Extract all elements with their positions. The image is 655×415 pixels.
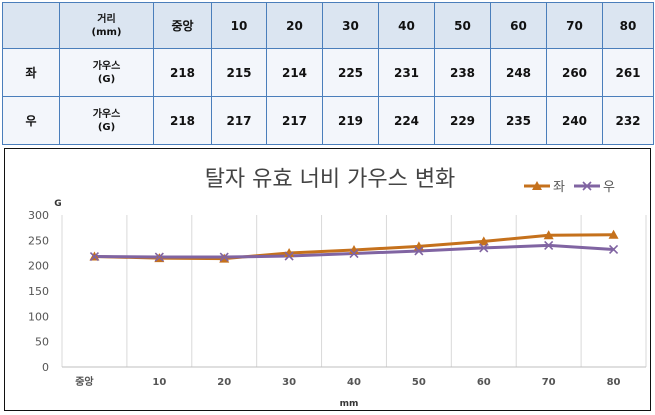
x-tick-label: 20	[217, 377, 231, 388]
y-tick-label: 0	[42, 361, 49, 374]
column-header: 20	[266, 2, 323, 49]
table-cell: 238	[434, 48, 491, 97]
data-point-triangle	[543, 230, 554, 240]
table-row-right: 우 가우스 (G) 218 217 217 219 224 229 235 24…	[2, 96, 654, 145]
column-header: 60	[490, 2, 547, 49]
column-header: 중앙	[153, 2, 212, 49]
table-cell: 248	[490, 48, 547, 97]
table-cell: 215	[211, 48, 267, 97]
x-tick-label: 30	[282, 377, 296, 388]
row-unit-symbol: (G)	[97, 121, 116, 133]
x-tick-label: 중앙	[75, 376, 94, 388]
legend-label: 좌	[553, 180, 565, 195]
data-point-x	[349, 248, 359, 259]
y-axis-label: G	[54, 199, 61, 209]
table-cell: 232	[602, 96, 654, 145]
y-tick-label: 200	[28, 260, 49, 273]
row-unit-symbol: (G)	[97, 73, 116, 85]
y-tick-label: 250	[28, 234, 49, 247]
gauss-data-table: 거리 (mm) 중앙 10 20 30 40 50 60 70 80 좌 가우스…	[2, 2, 654, 145]
column-header: 30	[322, 2, 379, 49]
table-cell: 224	[378, 96, 435, 145]
row-unit-cell: 가우스 (G)	[59, 48, 154, 97]
y-tick-label: 300	[28, 209, 49, 222]
distance-header-label: 거리	[97, 13, 116, 25]
distance-header-cell: 거리 (mm)	[59, 2, 154, 49]
table-cell: 231	[378, 48, 435, 97]
column-header: 10	[211, 2, 267, 49]
data-point-x	[608, 244, 619, 255]
data-point-x	[414, 246, 424, 256]
data-point-x	[284, 251, 294, 261]
y-tick-label: 100	[28, 310, 49, 323]
row-side-label: 우	[2, 96, 60, 145]
column-header: 70	[546, 2, 603, 49]
data-point-triangle	[608, 229, 619, 239]
data-point-x	[479, 243, 489, 253]
data-point-x	[89, 251, 100, 262]
column-header: 40	[378, 2, 435, 49]
row-side-label: 좌	[2, 48, 60, 97]
row-unit-label: 가우스	[92, 60, 121, 72]
table-cell: 217	[266, 96, 323, 145]
table-cell: 260	[546, 48, 603, 97]
chart-title: 탈자 유효 너비 가우스 변화	[205, 167, 456, 192]
grid-lines	[61, 215, 647, 367]
x-tick-label: 40	[347, 377, 361, 388]
table-cell: 219	[322, 96, 379, 145]
line-chart: 탈자 유효 너비 가우스 변화 G mm 0 50 100 150 200 250 300 중…	[28, 167, 647, 409]
y-tick-label: 150	[28, 285, 49, 298]
line-chart-panel: 탈자 유효 너비 가우스 변화 G mm 0 50 100 150 200 250 300 중…	[4, 148, 651, 411]
column-header: 80	[602, 2, 654, 49]
x-tick-label: 70	[542, 377, 556, 388]
data-point-triangle	[532, 181, 542, 190]
table-corner-cell	[2, 2, 60, 49]
table-cell: 240	[546, 96, 603, 145]
table-header-row: 거리 (mm) 중앙 10 20 30 40 50 60 70 80	[2, 2, 654, 49]
x-axis-label: mm	[340, 399, 359, 409]
x-tick-label: 60	[477, 377, 491, 388]
table-cell: 218	[153, 48, 212, 97]
data-point-triangle	[284, 248, 295, 257]
table-row-left: 좌 가우스 (G) 218 215 214 225 231 238 248 26…	[2, 48, 654, 97]
row-unit-cell: 가우스 (G)	[59, 96, 154, 145]
axes: 0 50 100 150 200 250 300 중앙 10 20 30 40 50 60 70 80	[28, 209, 646, 388]
column-header: 50	[434, 2, 491, 49]
distance-header-unit: (mm)	[91, 26, 122, 38]
table-cell: 217	[211, 96, 267, 145]
data-point-x	[582, 181, 592, 191]
table-cell: 229	[434, 96, 491, 145]
table-cell: 225	[322, 48, 379, 97]
table-cell: 214	[266, 48, 323, 97]
table-cell: 261	[602, 48, 654, 97]
row-unit-label: 가우스	[92, 108, 121, 120]
x-tick-label: 10	[152, 377, 166, 388]
x-tick-label: 80	[607, 377, 621, 388]
series-lines	[89, 229, 619, 263]
data-point-x	[544, 240, 554, 250]
table-cell: 218	[153, 96, 212, 145]
data-point-triangle	[478, 236, 489, 246]
legend-label: 우	[603, 180, 615, 195]
y-tick-label: 50	[35, 336, 49, 349]
data-point-x	[219, 252, 229, 262]
x-tick-label: 50	[412, 377, 426, 388]
table-cell: 235	[490, 96, 547, 145]
data-point-x	[154, 252, 164, 262]
